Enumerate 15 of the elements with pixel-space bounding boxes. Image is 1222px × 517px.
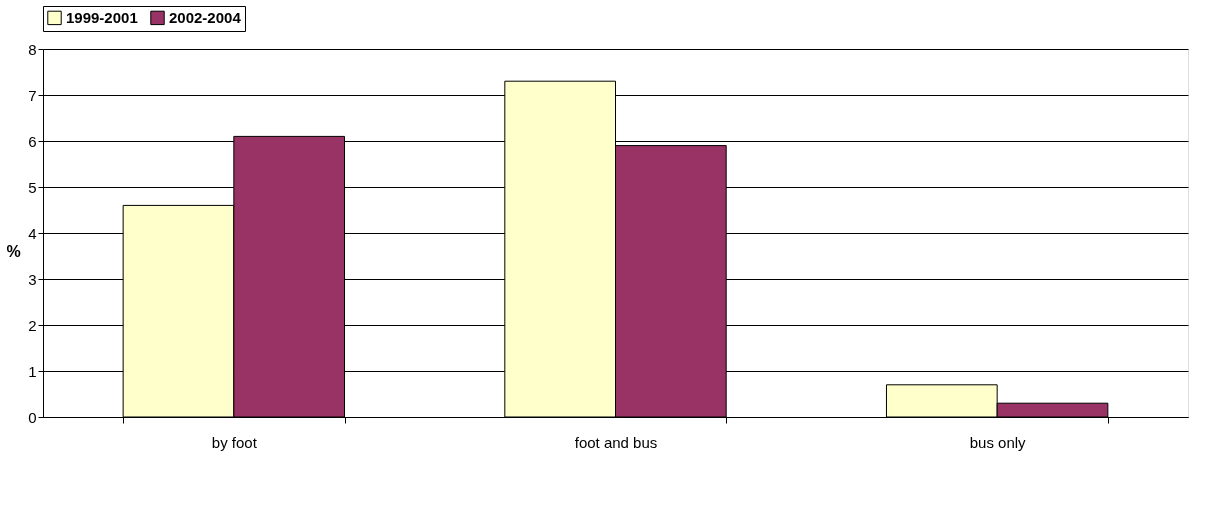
legend-label: 2002-2004 bbox=[169, 8, 242, 26]
y-tick-label: 0 bbox=[28, 408, 37, 426]
y-tick-label: 3 bbox=[28, 270, 37, 288]
x-tick-label: foot and bus bbox=[574, 433, 658, 451]
legend-label: 1999-2001 bbox=[66, 8, 138, 26]
y-tick-label: 6 bbox=[28, 132, 37, 150]
y-tick-label: 7 bbox=[28, 86, 37, 104]
x-tick-label: bus only bbox=[969, 433, 1027, 451]
y-axis-title: % bbox=[6, 242, 21, 260]
x-tick-label: by foot bbox=[211, 433, 258, 451]
y-tick-label: 4 bbox=[28, 224, 37, 242]
y-tick-label: 8 bbox=[28, 40, 37, 58]
y-tick-label: 5 bbox=[28, 178, 37, 196]
y-tick-label: 1 bbox=[28, 362, 37, 380]
y-tick-label: 2 bbox=[28, 316, 37, 334]
